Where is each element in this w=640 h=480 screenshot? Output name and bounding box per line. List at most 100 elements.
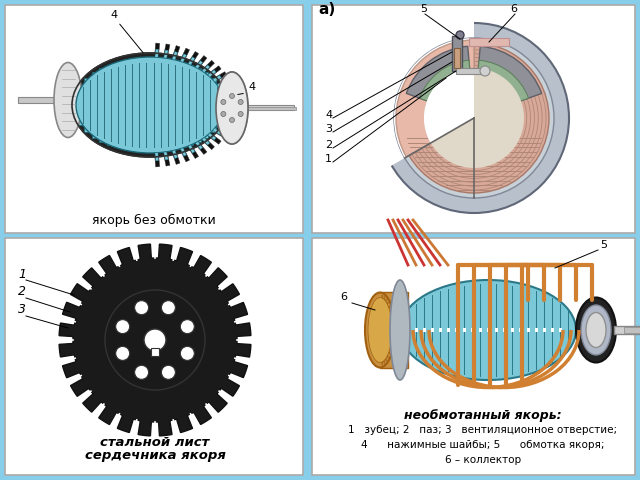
FancyBboxPatch shape: [92, 72, 97, 138]
Wedge shape: [419, 60, 474, 118]
FancyBboxPatch shape: [518, 328, 522, 332]
Polygon shape: [211, 66, 221, 75]
Text: 6 – коллектор: 6 – коллектор: [445, 455, 521, 465]
Polygon shape: [190, 148, 198, 158]
FancyBboxPatch shape: [196, 68, 201, 142]
FancyBboxPatch shape: [469, 38, 509, 46]
FancyBboxPatch shape: [479, 328, 481, 332]
Text: 1: 1: [325, 154, 332, 164]
FancyBboxPatch shape: [486, 328, 490, 332]
Ellipse shape: [400, 280, 576, 380]
Circle shape: [230, 94, 234, 98]
Text: 4: 4: [110, 10, 117, 20]
Wedge shape: [377, 21, 474, 167]
FancyBboxPatch shape: [218, 85, 223, 125]
Polygon shape: [195, 141, 203, 149]
FancyBboxPatch shape: [166, 60, 171, 150]
Text: 3: 3: [18, 303, 26, 316]
FancyBboxPatch shape: [244, 107, 296, 110]
Circle shape: [116, 320, 130, 334]
Polygon shape: [213, 128, 221, 135]
FancyBboxPatch shape: [122, 61, 127, 149]
Circle shape: [134, 365, 148, 379]
FancyBboxPatch shape: [188, 65, 193, 145]
FancyBboxPatch shape: [543, 328, 545, 332]
Circle shape: [134, 300, 148, 315]
Polygon shape: [221, 124, 231, 132]
Circle shape: [221, 99, 226, 105]
Polygon shape: [173, 46, 180, 56]
Polygon shape: [213, 75, 221, 82]
Polygon shape: [188, 145, 195, 153]
FancyBboxPatch shape: [454, 328, 458, 332]
FancyBboxPatch shape: [431, 328, 433, 332]
FancyBboxPatch shape: [527, 328, 529, 332]
Polygon shape: [228, 99, 238, 104]
Ellipse shape: [216, 72, 248, 144]
Circle shape: [238, 99, 243, 105]
Text: 2: 2: [18, 285, 26, 298]
Circle shape: [238, 111, 243, 117]
Polygon shape: [198, 144, 207, 155]
FancyBboxPatch shape: [454, 48, 460, 68]
Polygon shape: [164, 44, 170, 55]
FancyBboxPatch shape: [415, 328, 417, 332]
Polygon shape: [220, 118, 229, 123]
Circle shape: [230, 118, 234, 122]
Polygon shape: [164, 152, 168, 160]
Wedge shape: [474, 60, 529, 118]
Polygon shape: [59, 244, 251, 436]
Polygon shape: [155, 43, 159, 53]
Polygon shape: [155, 156, 159, 167]
Circle shape: [238, 99, 243, 105]
Text: 4      нажимные шайбы; 5      обмотка якоря;: 4 нажимные шайбы; 5 обмотка якоря;: [361, 440, 605, 450]
Ellipse shape: [586, 312, 606, 348]
FancyBboxPatch shape: [380, 292, 408, 368]
FancyBboxPatch shape: [438, 328, 442, 332]
Circle shape: [230, 118, 234, 122]
FancyBboxPatch shape: [559, 328, 561, 332]
Polygon shape: [164, 156, 170, 166]
Circle shape: [116, 347, 130, 360]
FancyBboxPatch shape: [452, 36, 462, 71]
Ellipse shape: [216, 72, 248, 144]
Text: а): а): [318, 2, 335, 17]
Circle shape: [238, 111, 243, 117]
Circle shape: [480, 66, 490, 76]
Circle shape: [105, 290, 205, 390]
FancyBboxPatch shape: [534, 328, 538, 332]
Text: 5: 5: [420, 4, 427, 14]
Polygon shape: [224, 107, 232, 110]
FancyBboxPatch shape: [447, 328, 449, 332]
FancyBboxPatch shape: [181, 63, 186, 147]
Polygon shape: [223, 112, 231, 116]
FancyBboxPatch shape: [151, 58, 156, 152]
Polygon shape: [205, 140, 214, 150]
FancyBboxPatch shape: [129, 60, 134, 150]
Wedge shape: [409, 43, 549, 193]
Polygon shape: [216, 72, 227, 80]
Wedge shape: [406, 46, 474, 118]
FancyBboxPatch shape: [624, 327, 640, 333]
Polygon shape: [205, 60, 214, 70]
FancyBboxPatch shape: [232, 105, 294, 110]
Polygon shape: [198, 56, 207, 66]
Polygon shape: [182, 151, 189, 162]
Polygon shape: [188, 57, 195, 65]
Polygon shape: [180, 148, 186, 156]
Circle shape: [161, 300, 175, 315]
Text: 4: 4: [248, 82, 255, 92]
FancyBboxPatch shape: [463, 328, 465, 332]
FancyBboxPatch shape: [136, 59, 141, 151]
Wedge shape: [396, 40, 474, 157]
Text: сердечника якоря: сердечника якоря: [84, 449, 225, 463]
FancyBboxPatch shape: [422, 328, 426, 332]
Ellipse shape: [76, 57, 224, 153]
Circle shape: [456, 31, 464, 39]
FancyBboxPatch shape: [159, 59, 164, 151]
FancyBboxPatch shape: [511, 328, 513, 332]
FancyBboxPatch shape: [18, 97, 70, 103]
Polygon shape: [182, 48, 189, 59]
Text: 6: 6: [340, 292, 347, 302]
Polygon shape: [216, 130, 227, 138]
